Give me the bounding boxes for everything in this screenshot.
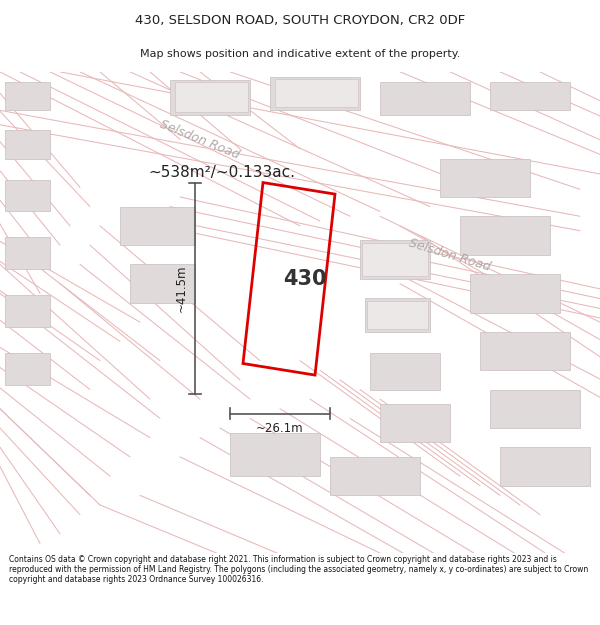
Polygon shape [230,432,320,476]
Polygon shape [5,295,50,327]
Polygon shape [490,81,570,111]
Polygon shape [460,216,550,255]
Polygon shape [470,274,560,312]
Polygon shape [360,240,430,279]
Text: Map shows position and indicative extent of the property.: Map shows position and indicative extent… [140,49,460,59]
Polygon shape [175,81,248,112]
Text: 430: 430 [283,269,327,289]
Polygon shape [490,389,580,428]
Polygon shape [270,77,360,111]
Text: Contains OS data © Crown copyright and database right 2021. This information is : Contains OS data © Crown copyright and d… [9,554,588,584]
Polygon shape [362,243,428,276]
Polygon shape [5,179,50,211]
Polygon shape [380,81,470,115]
Polygon shape [5,353,50,384]
Polygon shape [5,81,50,111]
Polygon shape [367,301,428,329]
Polygon shape [5,129,50,159]
Polygon shape [330,457,420,496]
Text: ~26.1m: ~26.1m [256,421,304,434]
Polygon shape [380,404,450,442]
Text: 430, SELSDON ROAD, SOUTH CROYDON, CR2 0DF: 430, SELSDON ROAD, SOUTH CROYDON, CR2 0D… [135,14,465,27]
Polygon shape [370,353,440,389]
Polygon shape [500,448,590,486]
Polygon shape [130,264,195,303]
Polygon shape [365,298,430,332]
Text: ~538m²/~0.133ac.: ~538m²/~0.133ac. [148,166,295,181]
Polygon shape [275,79,358,107]
Polygon shape [480,332,570,370]
Text: Selsdon Road: Selsdon Road [158,118,242,161]
Polygon shape [440,159,530,197]
Polygon shape [5,238,50,269]
Polygon shape [170,79,250,115]
Polygon shape [120,207,195,245]
Text: Selsdon Road: Selsdon Road [407,236,493,273]
Text: ~41.5m: ~41.5m [175,265,187,312]
